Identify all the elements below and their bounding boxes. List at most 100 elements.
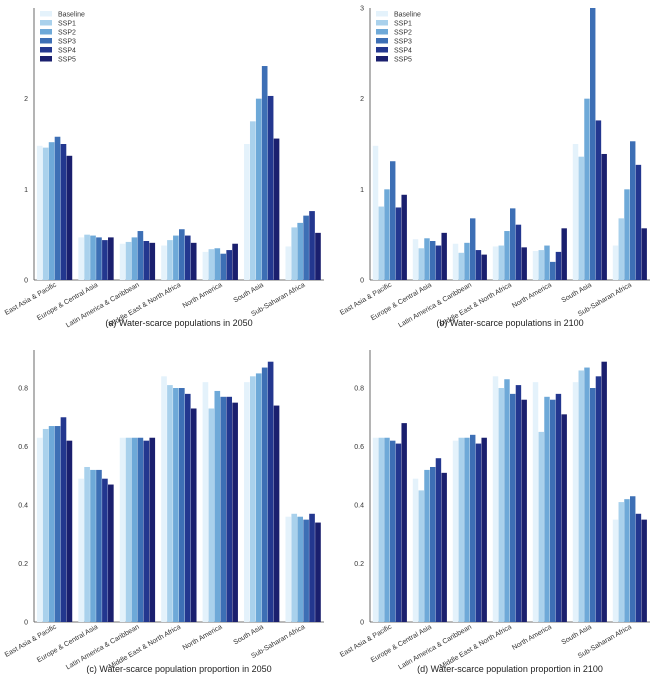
bar-ssp4-3 bbox=[184, 235, 191, 280]
bar-ssp3-1 bbox=[96, 237, 102, 280]
bar-ssp1-2 bbox=[125, 241, 132, 280]
bar-ssp4-3 bbox=[184, 393, 191, 622]
bar-ssp1-2 bbox=[125, 437, 132, 622]
bar-ssp2-0 bbox=[48, 426, 55, 622]
y-tick-label: 0.8 bbox=[354, 386, 364, 393]
bar-ssp4-3 bbox=[515, 385, 522, 622]
bar-ssp2-6 bbox=[297, 222, 303, 280]
y-tick-label: 0.6 bbox=[18, 444, 28, 451]
bar-ssp3-4 bbox=[220, 396, 227, 622]
bar-ssp2-0 bbox=[48, 142, 55, 280]
bar-ssp1-1 bbox=[418, 248, 424, 280]
bar-ssp3-0 bbox=[390, 440, 396, 622]
bar-ssp4-4 bbox=[226, 396, 233, 622]
bar-ssp1-5 bbox=[249, 376, 256, 622]
bar-ssp3-1 bbox=[430, 466, 436, 622]
bar-baseline-1 bbox=[78, 237, 84, 280]
x-tick-label: North America bbox=[182, 624, 224, 652]
legend-label: SSP1 bbox=[58, 21, 76, 28]
bar-ssp4-6 bbox=[309, 211, 315, 280]
bar-ssp2-4 bbox=[214, 248, 221, 280]
bar-ssp2-0 bbox=[384, 189, 390, 280]
bar-ssp5-6 bbox=[641, 519, 647, 622]
bar-ssp2-4 bbox=[214, 390, 221, 622]
y-tick-label: 1 bbox=[360, 187, 364, 194]
legend-swatch bbox=[376, 11, 388, 17]
bar-ssp1-0 bbox=[42, 147, 49, 280]
bar-ssp4-4 bbox=[226, 250, 233, 280]
bar-ssp2-2 bbox=[131, 437, 138, 622]
bar-ssp4-1 bbox=[102, 240, 108, 280]
bar-ssp1-4 bbox=[538, 431, 544, 622]
panel-caption: (d) Water-scarce population proportion i… bbox=[417, 664, 603, 674]
bar-ssp5-0 bbox=[401, 194, 407, 280]
bar-ssp4-1 bbox=[435, 245, 442, 280]
legend-swatch bbox=[40, 20, 52, 26]
bar-ssp5-5 bbox=[601, 153, 607, 280]
y-tick-label: 2 bbox=[24, 96, 28, 103]
y-tick-label: 3 bbox=[360, 6, 364, 13]
bar-ssp3-0 bbox=[54, 136, 61, 280]
bar-ssp2-4 bbox=[544, 396, 550, 622]
bar-baseline-1 bbox=[412, 239, 419, 280]
bar-ssp1-1 bbox=[418, 490, 424, 622]
bar-baseline-0 bbox=[36, 145, 43, 280]
bar-ssp5-2 bbox=[149, 242, 156, 280]
bar-baseline-4 bbox=[202, 251, 209, 280]
bar-ssp3-4 bbox=[550, 399, 556, 622]
legend-swatch bbox=[40, 29, 52, 35]
bar-baseline-2 bbox=[452, 440, 459, 622]
bar-ssp1-5 bbox=[578, 370, 584, 622]
bar-ssp5-3 bbox=[521, 247, 527, 280]
bar-ssp4-4 bbox=[555, 393, 562, 622]
bar-ssp1-3 bbox=[498, 388, 504, 622]
bar-ssp2-1 bbox=[424, 238, 430, 280]
bar-ssp4-6 bbox=[309, 513, 315, 622]
bar-baseline-5 bbox=[244, 144, 250, 280]
x-tick-label: South Asia bbox=[232, 624, 265, 647]
panel-caption: (c) Water-scarce population proportion i… bbox=[86, 664, 271, 674]
bar-ssp4-0 bbox=[395, 443, 402, 622]
x-tick-label: North America bbox=[511, 282, 553, 310]
bar-ssp2-3 bbox=[504, 231, 510, 280]
bar-ssp5-6 bbox=[315, 522, 321, 622]
bar-ssp3-5 bbox=[261, 367, 268, 622]
bar-baseline-3 bbox=[492, 246, 499, 280]
bar-ssp4-5 bbox=[267, 95, 274, 280]
bar-baseline-6 bbox=[612, 245, 619, 280]
y-tick-label: 0.4 bbox=[18, 503, 28, 510]
bar-ssp3-6 bbox=[303, 215, 309, 280]
bar-ssp3-1 bbox=[430, 241, 436, 280]
bar-baseline-3 bbox=[161, 376, 167, 622]
legend-swatch bbox=[40, 47, 52, 53]
bar-ssp3-5 bbox=[590, 8, 596, 280]
bar-baseline-5 bbox=[572, 382, 579, 622]
bar-baseline-0 bbox=[372, 437, 379, 622]
y-tick-label: 0 bbox=[360, 620, 364, 627]
y-tick-label: 0.2 bbox=[18, 561, 28, 568]
bar-ssp1-2 bbox=[458, 437, 464, 622]
legend-swatch bbox=[376, 56, 388, 62]
bar-ssp4-6 bbox=[635, 513, 642, 622]
bar-ssp3-5 bbox=[261, 66, 268, 280]
bar-ssp5-4 bbox=[232, 402, 238, 622]
bar-ssp5-1 bbox=[108, 484, 114, 622]
panel-caption: (a) Water-scarce populations in 2050 bbox=[105, 318, 252, 328]
bar-baseline-2 bbox=[119, 243, 126, 280]
bar-ssp3-6 bbox=[630, 141, 636, 280]
bar-ssp1-6 bbox=[618, 218, 624, 280]
x-tick-label: South Asia bbox=[561, 282, 594, 305]
bar-ssp1-6 bbox=[291, 513, 298, 622]
bar-ssp5-6 bbox=[315, 232, 321, 280]
legend-label: SSP1 bbox=[394, 21, 412, 28]
bar-ssp5-1 bbox=[441, 472, 447, 622]
bar-ssp1-2 bbox=[458, 252, 464, 280]
bar-ssp1-4 bbox=[538, 250, 544, 280]
bar-ssp2-1 bbox=[90, 469, 96, 622]
bar-ssp3-2 bbox=[137, 437, 144, 622]
bar-ssp3-3 bbox=[179, 229, 185, 280]
bar-ssp4-2 bbox=[143, 241, 150, 280]
